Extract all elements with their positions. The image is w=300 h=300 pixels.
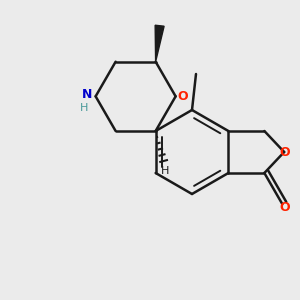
Polygon shape	[155, 25, 164, 62]
Text: H: H	[160, 166, 169, 176]
Text: H: H	[80, 103, 88, 113]
Text: O: O	[279, 201, 290, 214]
Text: O: O	[280, 146, 290, 158]
Text: O: O	[177, 90, 188, 103]
Text: N: N	[81, 88, 92, 101]
